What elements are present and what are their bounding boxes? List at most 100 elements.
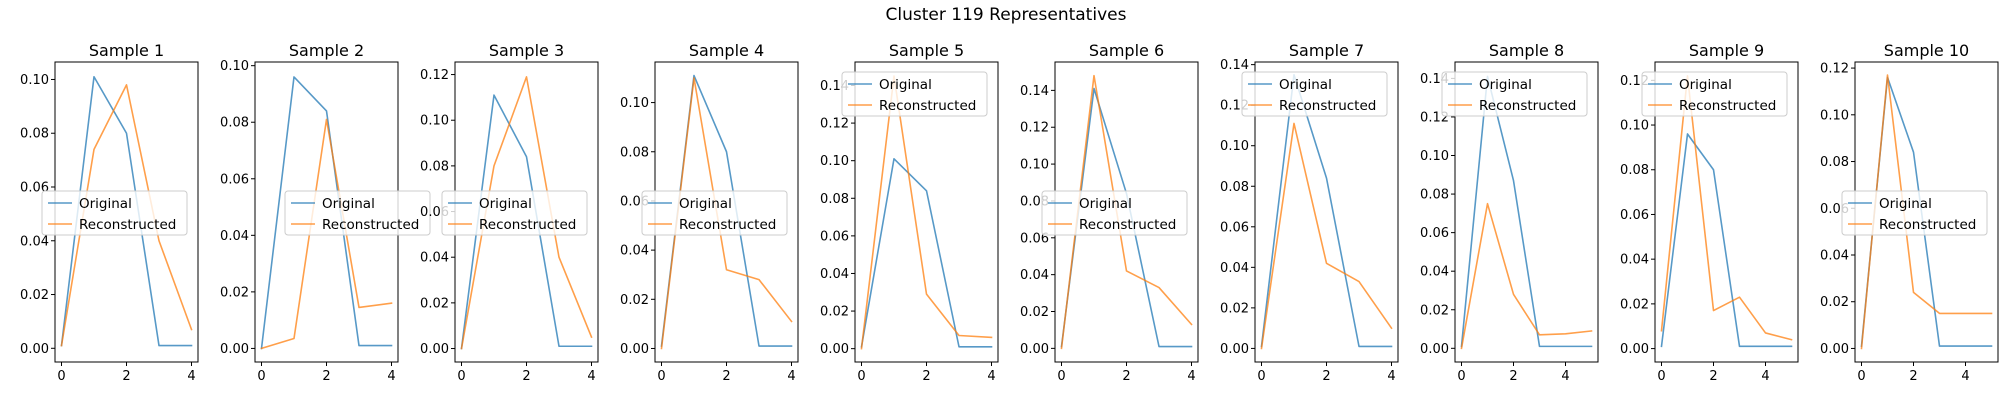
subplot-7: Sample 70.000.020.040.060.080.100.120.14… <box>1220 41 1399 384</box>
panels: Sample 1 0.00 0.02 0.04 0.06 0.08 0.10 0 2 4 Origi… <box>20 41 1999 384</box>
legend: Original Reconstructed <box>1241 71 1388 117</box>
subplot-title: Sample 6 <box>1089 41 1164 60</box>
legend-label-reconstructed: Reconstructed <box>322 217 419 233</box>
y-tick-label: 0.12 <box>1820 62 1849 77</box>
y-tick-label: 0.10 <box>1820 108 1849 123</box>
y-tick-label: 0.00 <box>620 342 649 357</box>
legend-label-reconstructed: Reconstructed <box>1879 217 1976 233</box>
y-tick-label: 0.02 <box>1220 301 1249 316</box>
legend-label-reconstructed: Reconstructed <box>1079 217 1176 233</box>
y-tick-label: 0.10 <box>1420 149 1449 164</box>
figure-title: Cluster 119 Representatives <box>886 5 1127 25</box>
y-tick-label: 0.08 <box>1620 163 1649 178</box>
y-tick-label: 0.10 <box>620 96 649 111</box>
x-tick-label: 0 <box>457 369 465 384</box>
x-tick-label: 4 <box>1387 369 1395 384</box>
legend: Original Reconstructed <box>1041 190 1188 236</box>
y-tick-label: 0.02 <box>1020 305 1049 320</box>
y-tick-label: 0.04 <box>620 244 649 259</box>
legend-label-original: Original <box>79 196 132 212</box>
y-tick-label: 0.10 <box>1220 139 1249 154</box>
series-line-reconstructed <box>1860 74 1993 350</box>
legend-box <box>1441 71 1588 117</box>
x-tick-label: 2 <box>1509 369 1517 384</box>
series-line-original <box>260 76 393 350</box>
legend-box <box>1041 190 1188 236</box>
y-tick-label: 0.06 <box>220 172 249 187</box>
legend: Original Reconstructed <box>441 190 588 236</box>
y-tick-label: 0.06 <box>820 229 849 244</box>
y-tick-label: 0.10 <box>20 73 49 88</box>
y-tick-label: 0.02 <box>1820 295 1849 310</box>
y-tick-label: 0.02 <box>420 296 449 311</box>
y-tick-label: 0.00 <box>1620 342 1649 357</box>
legend-label-original: Original <box>322 196 375 212</box>
legend-box <box>1841 190 1988 236</box>
subplot-title: Sample 10 <box>1884 41 1969 60</box>
legend-box <box>641 190 788 236</box>
x-tick-label: 2 <box>922 369 930 384</box>
legend-label-original: Original <box>679 196 732 212</box>
legend-label-reconstructed: Reconstructed <box>1279 98 1376 114</box>
y-tick-label: 0.10 <box>420 114 449 129</box>
y-tick-label: 0.00 <box>1220 342 1249 357</box>
legend: Original Reconstructed <box>284 190 431 236</box>
subplot-10: Sample 100.000.020.040.060.080.100.120 2 4… <box>1820 41 1999 384</box>
y-tick-label: 0.06 <box>1620 208 1649 223</box>
y-tick-label: 0.02 <box>220 285 249 300</box>
legend-label-reconstructed: Reconstructed <box>879 98 976 114</box>
y-tick-label: 0.06 <box>1420 226 1449 241</box>
series-line-reconstructed <box>1260 122 1393 350</box>
legend: Original Reconstructed <box>1841 190 1988 236</box>
axes-frame <box>1454 61 1599 363</box>
x-tick-label: 4 <box>987 369 995 384</box>
legend: Original Reconstructed <box>841 71 988 117</box>
y-tick-label: 0.02 <box>1620 297 1649 312</box>
y-tick-label: 0.00 <box>420 342 449 357</box>
x-tick-label: 2 <box>322 369 330 384</box>
legend-label-original: Original <box>1079 196 1132 212</box>
series-line-original <box>1660 133 1793 348</box>
y-tick-label: 0.14 <box>1020 84 1049 99</box>
subplot-6: Sample 60.000.020.040.060.080.100.120.14… <box>1020 41 1199 384</box>
x-tick-label: 0 <box>1657 369 1665 384</box>
y-tick-label: 0.08 <box>420 159 449 174</box>
x-tick-label: 2 <box>1322 369 1330 384</box>
legend-box <box>1641 71 1788 117</box>
y-tick-label: 0.08 <box>220 116 249 131</box>
y-tick-label: 0.08 <box>20 127 49 142</box>
legend-box <box>841 71 988 117</box>
x-tick-label: 0 <box>657 369 665 384</box>
legend-box <box>284 190 431 236</box>
series-line-reconstructed <box>1060 74 1193 350</box>
legend-box <box>441 190 588 236</box>
series-line-original <box>1460 75 1593 348</box>
legend-label-original: Original <box>879 77 932 93</box>
x-tick-label: 0 <box>1257 369 1265 384</box>
y-tick-label: 0.10 <box>1020 158 1049 173</box>
legend-label-original: Original <box>1679 77 1732 93</box>
y-tick-label: 0.04 <box>1820 248 1849 263</box>
x-tick-label: 2 <box>1709 369 1717 384</box>
x-tick-label: 0 <box>57 369 65 384</box>
y-tick-label: 0.02 <box>20 288 49 303</box>
subplot-8: Sample 80.000.020.040.060.080.100.120.14… <box>1420 41 1599 384</box>
y-tick-label: 0.00 <box>220 342 249 357</box>
subplot-4: Sample 40.000.020.040.060.080.100 2 4Origi… <box>620 41 799 384</box>
legend: Original Reconstructed <box>1441 71 1588 117</box>
x-tick-label: 0 <box>1057 369 1065 384</box>
y-tick-label: 0.00 <box>820 342 849 357</box>
y-tick-label: 0.04 <box>1620 253 1649 268</box>
subplot-1: Sample 1 0.00 0.02 0.04 0.06 0.08 0.10 0 2 4 Origi… <box>20 41 199 384</box>
x-tick-label: 4 <box>1561 369 1569 384</box>
y-tick-label: 0.04 <box>1220 261 1249 276</box>
y-tick-label: 0.06 <box>1020 231 1049 246</box>
y-tick-label: 0.00 <box>1020 342 1049 357</box>
y-tick-label: 0.10 <box>820 154 849 169</box>
y-tick-label: 0.08 <box>1820 155 1849 170</box>
subplot-title: Sample 5 <box>889 41 964 60</box>
y-tick-label: 0.02 <box>620 293 649 308</box>
y-tick-label: 0.12 <box>1020 121 1049 136</box>
x-tick-label: 0 <box>257 369 265 384</box>
